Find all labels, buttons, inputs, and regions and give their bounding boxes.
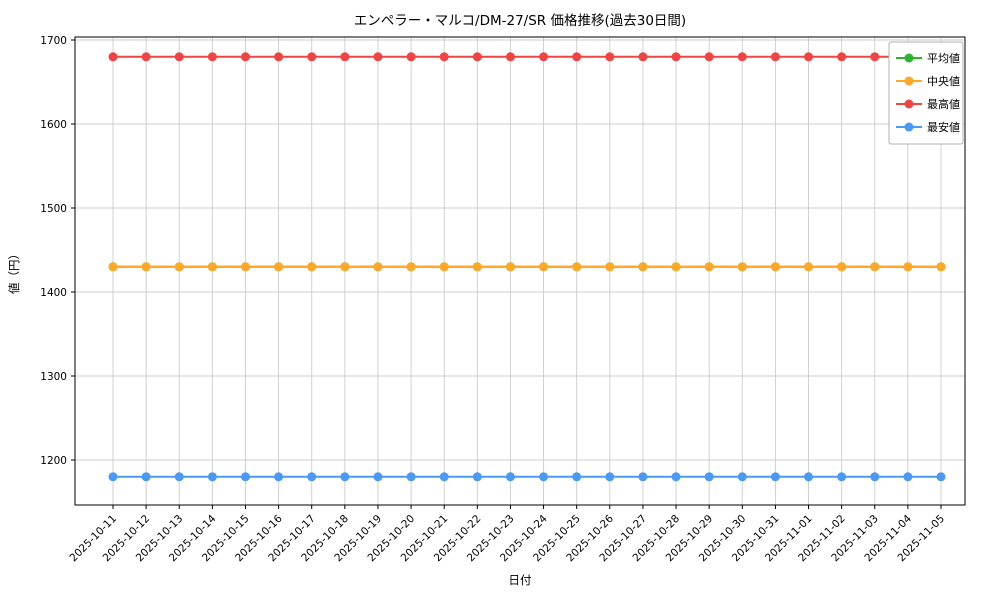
data-point [770,52,780,62]
data-point [439,472,449,482]
data-point [605,472,615,482]
y-tick-label: 1200 [40,455,67,467]
data-point [207,262,217,272]
data-point [174,52,184,62]
data-point [406,52,416,62]
data-point [373,472,383,482]
data-point [373,262,383,272]
data-point [141,52,151,62]
data-point [505,262,515,272]
data-point [274,52,284,62]
data-point [638,52,648,62]
data-point [472,472,482,482]
data-point [671,262,681,272]
data-point [704,52,714,62]
data-point [141,472,151,482]
data-point [539,472,549,482]
x-axis-label: 日付 [509,573,532,587]
data-point [572,262,582,272]
data-point [770,472,780,482]
data-point [903,472,913,482]
data-point [737,262,747,272]
data-point [605,262,615,272]
legend-label: 中央値 [927,75,960,88]
y-tick-label: 1400 [40,287,67,299]
data-point [704,472,714,482]
data-point [373,52,383,62]
data-point [307,262,317,272]
data-point [671,472,681,482]
data-point [737,52,747,62]
data-point [108,472,118,482]
y-tick-label: 1300 [40,371,67,383]
data-point [472,52,482,62]
series-最高値 [108,52,946,62]
data-point [837,52,847,62]
data-point [539,52,549,62]
plot-area [75,37,965,505]
data-point [770,262,780,272]
series-中央値 [108,262,946,272]
data-point [108,52,118,62]
legend-label: 最高値 [927,97,960,111]
data-point [572,472,582,482]
data-point [572,52,582,62]
data-point [505,52,515,62]
data-point [638,262,648,272]
data-point [307,472,317,482]
data-point [108,262,118,272]
y-axis-label: 値（円） [7,248,21,294]
plot-border [74,36,966,506]
data-point [870,52,880,62]
data-point [340,262,350,272]
data-point [406,262,416,272]
legend-label: 平均値 [927,52,960,65]
data-point [406,472,416,482]
data-point [870,262,880,272]
x-axis: 2025-10-112025-10-122025-10-132025-10-14… [67,505,947,564]
data-point [837,262,847,272]
data-point [936,472,946,482]
data-point [174,262,184,272]
data-point [903,262,913,272]
y-tick-label: 1500 [40,203,67,215]
data-point [340,52,350,62]
chart-title: エンペラー・マルコ/DM-27/SR 価格推移(過去30日間) [354,13,686,29]
legend-label: 最安値 [927,120,960,134]
data-point [704,262,714,272]
y-tick-label: 1600 [40,119,67,131]
data-point [439,262,449,272]
data-point [804,52,814,62]
data-point [870,472,880,482]
data-point [141,262,151,272]
data-point [605,52,615,62]
data-point [207,52,217,62]
data-point [472,262,482,272]
data-point [638,472,648,482]
data-point [837,472,847,482]
data-point [274,472,284,482]
data-point [207,472,217,482]
data-point [539,262,549,272]
data-point [274,262,284,272]
data-point [240,472,250,482]
data-point [804,262,814,272]
data-point [737,472,747,482]
data-point [671,52,681,62]
data-point [307,52,317,62]
data-point [240,262,250,272]
data-point [804,472,814,482]
y-axis: 1200 1300 1400 1500 1600 1700 [40,35,75,467]
data-point [174,472,184,482]
data-point [340,472,350,482]
y-tick-label: 1700 [40,35,67,47]
data-point [240,52,250,62]
data-point [505,472,515,482]
data-point [936,262,946,272]
series-最安値 [108,472,946,482]
data-point [439,52,449,62]
